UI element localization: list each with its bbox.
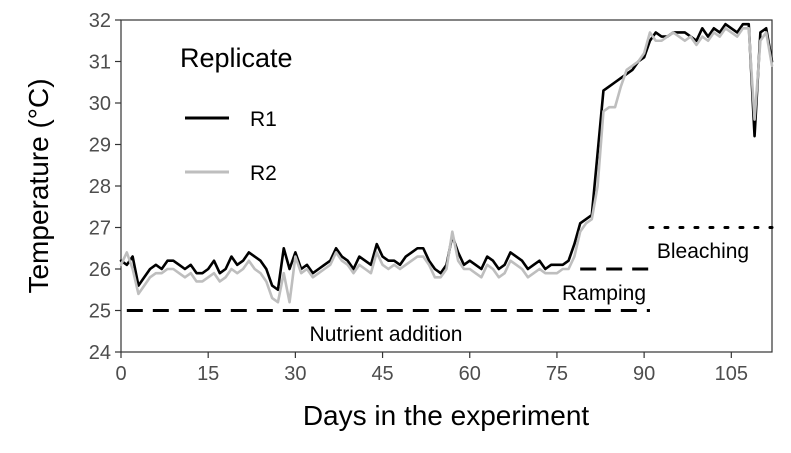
- series-lines: [119, 22, 774, 304]
- annotation-label-0: Nutrient addition: [310, 323, 463, 346]
- phase-annotations: Nutrient addition Ramping Bleaching: [126, 226, 774, 346]
- x-tick-label-3: 45: [371, 363, 393, 385]
- y-axis: 24 25 26 27 28 29 30 31 32: [89, 10, 121, 364]
- x-tick-label-1: 15: [197, 363, 219, 385]
- x-axis: 0 15 30 45 60 75 90 105: [115, 352, 748, 385]
- x-tick-label-2: 30: [284, 363, 306, 385]
- legend-label-r1: R1: [250, 108, 277, 131]
- annotation-label-2: Bleaching: [657, 240, 749, 263]
- y-tick-label-0: 24: [89, 342, 111, 364]
- legend-title: Replicate: [180, 43, 293, 73]
- y-axis-title: Temperature (°C): [23, 78, 54, 293]
- y-tick-label-1: 25: [89, 301, 111, 323]
- y-tick-label-6: 30: [89, 93, 111, 115]
- legend: Replicate R1 R2: [180, 43, 293, 185]
- legend-label-r2: R2: [250, 162, 277, 185]
- plot-panel: [120, 19, 773, 353]
- y-tick-label-5: 29: [89, 135, 111, 157]
- x-axis-title: Days in the experiment: [303, 400, 590, 431]
- series-line-r2: [119, 27, 774, 304]
- x-tick-label-6: 90: [633, 363, 655, 385]
- x-tick-label-5: 75: [546, 363, 568, 385]
- y-tick-label-8: 32: [89, 10, 111, 32]
- annotation-label-1: Ramping: [562, 282, 646, 305]
- y-tick-label-3: 27: [89, 218, 111, 240]
- y-tick-label-7: 31: [89, 52, 111, 74]
- x-tick-label-4: 60: [459, 363, 481, 385]
- y-tick-label-2: 26: [89, 259, 111, 281]
- x-tick-label-7: 105: [715, 363, 748, 385]
- x-tick-label-0: 0: [115, 363, 126, 385]
- y-tick-label-4: 28: [89, 176, 111, 198]
